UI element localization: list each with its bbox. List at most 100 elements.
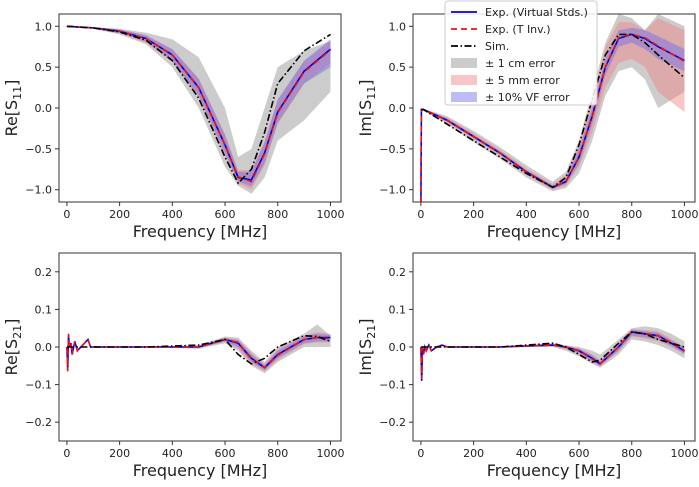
plot-area xyxy=(66,25,332,194)
legend: Exp. (Virtual Stds.) Exp. (T Inv.) Sim. ± 1… xyxy=(444,0,598,106)
x-tick-label: 600 xyxy=(215,447,236,460)
y-axis-label: Re[S21] xyxy=(2,319,24,376)
x-axis-label: Frequency [MHz] xyxy=(487,222,621,241)
series-sim xyxy=(420,33,686,189)
band-band_1cm xyxy=(420,326,685,368)
y-tick-label: 0.5 xyxy=(35,61,53,74)
y-tick-label: 0.1 xyxy=(389,303,407,316)
subplot-re_s21: 0 200 400 600 800 1000 0.2 0.1 0.0 −0.1 −0.2 Freque… xyxy=(2,252,344,480)
x-tick-label: 200 xyxy=(109,208,130,221)
legend-label: Sim. xyxy=(485,40,509,53)
y-label-main: Re[S xyxy=(2,339,21,376)
band-band_vf xyxy=(420,329,685,366)
band-band_5mm xyxy=(420,329,685,367)
x-tick-label: 600 xyxy=(569,208,590,221)
y-tick-label: 0.1 xyxy=(35,303,53,316)
y-label-end: ] xyxy=(2,319,21,325)
band-band_1cm xyxy=(66,26,331,194)
x-tick-label: 800 xyxy=(621,447,642,460)
legend-label: ± 1 cm error xyxy=(485,57,556,70)
series-exp_tinv xyxy=(420,33,685,202)
y-tick-label: −1.0 xyxy=(379,184,406,197)
x-axis-label: Frequency [MHz] xyxy=(133,222,267,241)
y-label-main: Re[S xyxy=(2,100,21,137)
y-label-subscript: 21 xyxy=(11,325,24,339)
y-tick-label: 0.0 xyxy=(35,102,53,115)
plot-area xyxy=(66,324,331,374)
legend-swatch-band_vf xyxy=(451,92,477,102)
y-tick-label: 1.0 xyxy=(35,20,53,33)
y-label-end: ] xyxy=(2,80,21,86)
x-tick-label: 200 xyxy=(463,208,484,221)
x-tick-label: 800 xyxy=(267,208,288,221)
y-tick-label: −0.5 xyxy=(379,143,406,156)
y-label-subscript: 11 xyxy=(11,86,24,100)
band-band_1cm xyxy=(66,324,331,374)
x-tick-label: 0 xyxy=(417,447,424,460)
y-tick-label: 0.0 xyxy=(35,341,53,354)
y-tick-label: 0.0 xyxy=(389,102,407,115)
x-tick-label: 800 xyxy=(621,208,642,221)
x-tick-label: 400 xyxy=(162,447,183,460)
y-label-end: ] xyxy=(356,80,375,86)
legend-swatch-band_1cm xyxy=(451,58,477,68)
legend-swatch-band_5mm xyxy=(451,75,477,85)
subplot-re_s11: 0 200 400 600 800 1000 1.0 0.5 0.0 −0.5 −1.0 Freque… xyxy=(2,13,344,241)
y-tick-label: −0.2 xyxy=(379,416,406,429)
y-tick-label: −0.1 xyxy=(25,379,52,392)
y-axis-label: Re[S11] xyxy=(2,80,24,137)
y-axis-label: Im[S11] xyxy=(356,80,378,137)
x-tick-label: 400 xyxy=(516,447,537,460)
band-band_vf xyxy=(420,27,685,189)
x-tick-label: 200 xyxy=(109,447,130,460)
band-band_1cm xyxy=(420,14,685,192)
y-tick-label: −0.2 xyxy=(25,416,52,429)
x-axis-label: Frequency [MHz] xyxy=(133,461,267,480)
y-tick-label: 1.0 xyxy=(389,20,407,33)
y-label-subscript: 21 xyxy=(365,325,378,339)
x-axis-label: Frequency [MHz] xyxy=(487,461,621,480)
x-tick-label: 1000 xyxy=(316,208,344,221)
x-tick-label: 400 xyxy=(162,208,183,221)
legend-label: ± 10% VF error xyxy=(485,91,570,104)
plot-area xyxy=(420,14,686,202)
subplot-im_s21: 0 200 400 600 800 1000 0.2 0.1 0.0 −0.1 −0.2 Freque… xyxy=(356,252,698,480)
x-tick-label: 600 xyxy=(569,447,590,460)
plot-area xyxy=(420,326,685,381)
band-band_vf xyxy=(66,26,331,187)
y-label-main: Im[S xyxy=(356,339,375,376)
y-tick-label: −0.5 xyxy=(25,143,52,156)
legend-label: ± 5 mm error xyxy=(485,74,560,87)
y-tick-label: 0.2 xyxy=(389,266,407,279)
x-tick-label: 400 xyxy=(516,208,537,221)
band-band_vf xyxy=(66,333,331,371)
x-tick-label: 1000 xyxy=(670,447,698,460)
x-tick-label: 0 xyxy=(417,208,424,221)
y-label-subscript: 11 xyxy=(365,86,378,100)
y-tick-label: 0.2 xyxy=(35,266,53,279)
series-exp_tinv xyxy=(66,333,331,372)
y-axis-label: Im[S21] xyxy=(356,319,378,376)
y-label-main: Im[S xyxy=(356,100,375,137)
band-band_5mm xyxy=(66,332,331,372)
x-tick-label: 1000 xyxy=(316,447,344,460)
x-tick-label: 800 xyxy=(267,447,288,460)
x-tick-label: 1000 xyxy=(670,208,698,221)
y-tick-label: 0.0 xyxy=(389,341,407,354)
y-tick-label: −0.1 xyxy=(379,379,406,392)
x-tick-label: 0 xyxy=(63,208,70,221)
band-band_5mm xyxy=(66,26,331,190)
subplot-im_s11: 0 200 400 600 800 1000 1.0 0.5 0.0 −0.5 −1.0 Freque… xyxy=(356,13,698,241)
y-tick-label: 0.5 xyxy=(389,61,407,74)
y-label-end: ] xyxy=(356,319,375,325)
band-band_5mm xyxy=(420,18,685,190)
legend-label: Exp. (Virtual Stds.) xyxy=(485,6,588,19)
legend-label: Exp. (T Inv.) xyxy=(485,23,551,36)
x-tick-label: 0 xyxy=(63,447,70,460)
series-sim xyxy=(66,334,331,365)
x-tick-label: 200 xyxy=(463,447,484,460)
series-exp_tinv xyxy=(66,25,332,183)
series-sim xyxy=(420,331,685,363)
y-tick-label: −1.0 xyxy=(25,184,52,197)
